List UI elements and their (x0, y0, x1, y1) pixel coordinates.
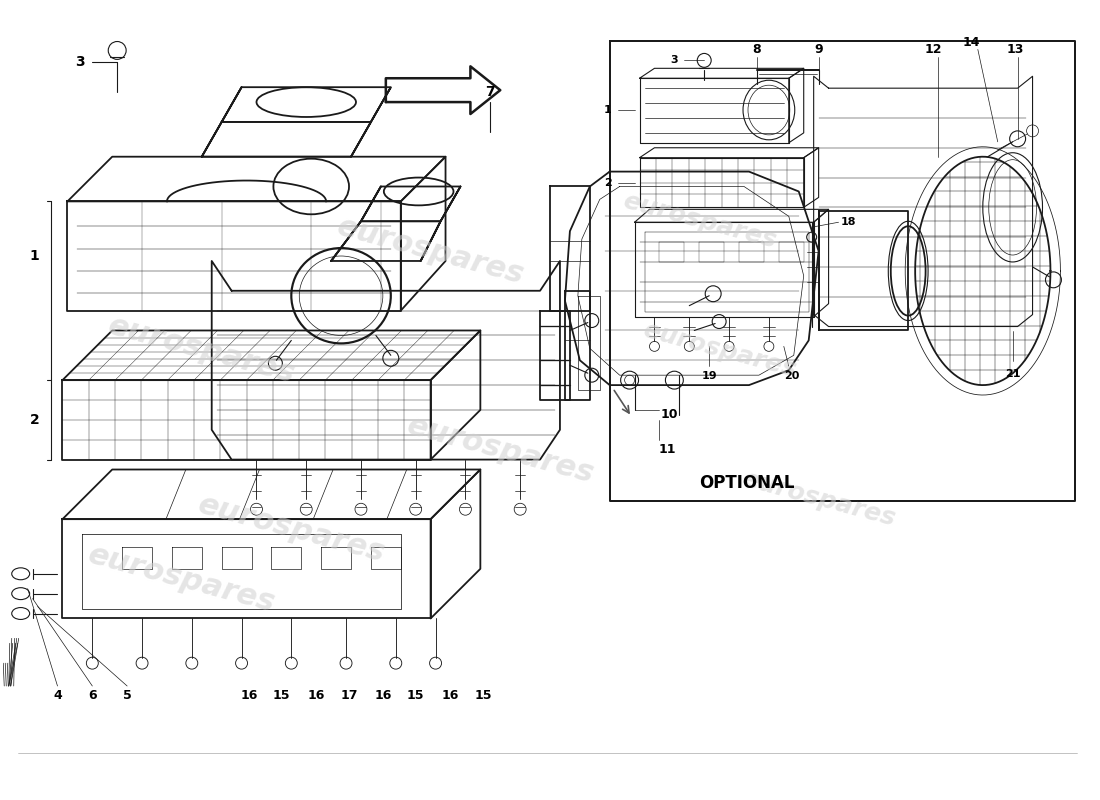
Text: 19: 19 (702, 371, 717, 381)
Text: 3: 3 (671, 55, 679, 66)
Ellipse shape (430, 658, 441, 669)
Text: eurospares: eurospares (619, 189, 779, 254)
Ellipse shape (12, 588, 30, 600)
Text: 1: 1 (604, 105, 612, 115)
Text: OPTIONAL: OPTIONAL (700, 474, 794, 493)
Ellipse shape (389, 658, 402, 669)
Text: 3: 3 (76, 55, 85, 70)
Text: 8: 8 (752, 43, 761, 56)
Text: 16: 16 (241, 690, 258, 702)
Ellipse shape (87, 658, 98, 669)
Ellipse shape (383, 350, 399, 366)
Ellipse shape (460, 503, 472, 515)
Text: 11: 11 (659, 443, 676, 456)
Text: eurospares: eurospares (333, 212, 528, 290)
Text: 15: 15 (273, 690, 290, 702)
Ellipse shape (108, 42, 126, 59)
Ellipse shape (989, 160, 1036, 255)
Ellipse shape (705, 286, 722, 302)
Ellipse shape (514, 503, 526, 515)
Ellipse shape (1045, 272, 1062, 288)
Text: 5: 5 (123, 690, 132, 702)
Text: 15: 15 (474, 690, 492, 702)
Ellipse shape (585, 368, 598, 382)
Ellipse shape (355, 503, 367, 515)
Text: eurospares: eurospares (739, 467, 898, 531)
Text: eurospares: eurospares (195, 490, 388, 568)
Ellipse shape (620, 371, 639, 389)
Ellipse shape (724, 342, 734, 351)
Text: eurospares: eurospares (404, 410, 597, 489)
Ellipse shape (712, 314, 726, 329)
Ellipse shape (285, 658, 297, 669)
Ellipse shape (12, 607, 30, 619)
Text: 14: 14 (962, 36, 980, 49)
Text: eurospares: eurospares (104, 311, 298, 390)
Text: 13: 13 (1006, 43, 1024, 56)
Ellipse shape (274, 158, 349, 214)
Text: 7: 7 (485, 85, 495, 99)
Ellipse shape (684, 342, 694, 351)
Text: 16: 16 (308, 690, 324, 702)
Text: 20: 20 (784, 371, 800, 381)
Ellipse shape (625, 375, 635, 385)
Ellipse shape (186, 658, 198, 669)
Text: 21: 21 (1005, 369, 1021, 379)
Text: 12: 12 (924, 43, 942, 56)
Ellipse shape (748, 86, 790, 135)
Ellipse shape (12, 568, 30, 580)
Ellipse shape (340, 658, 352, 669)
Text: 17: 17 (340, 690, 358, 702)
Ellipse shape (585, 314, 598, 327)
Text: 16: 16 (374, 690, 392, 702)
Ellipse shape (666, 371, 683, 389)
Text: 2: 2 (604, 178, 612, 187)
Ellipse shape (409, 503, 421, 515)
Text: 6: 6 (88, 690, 97, 702)
Ellipse shape (235, 658, 248, 669)
Text: eurospares: eurospares (85, 540, 278, 618)
Ellipse shape (1010, 131, 1025, 146)
Ellipse shape (251, 503, 263, 515)
Text: 16: 16 (442, 690, 459, 702)
Text: 9: 9 (814, 43, 823, 56)
Text: 2: 2 (30, 413, 40, 427)
Ellipse shape (742, 80, 795, 140)
Ellipse shape (806, 232, 816, 242)
Ellipse shape (982, 153, 1043, 262)
Ellipse shape (292, 248, 390, 343)
Text: eurospares: eurospares (640, 318, 799, 382)
Ellipse shape (268, 356, 283, 370)
Ellipse shape (763, 342, 774, 351)
Ellipse shape (136, 658, 149, 669)
Ellipse shape (300, 503, 312, 515)
Text: 4: 4 (53, 690, 62, 702)
Ellipse shape (1026, 125, 1038, 137)
Ellipse shape (649, 342, 659, 351)
Text: 1: 1 (30, 249, 40, 263)
Ellipse shape (697, 54, 712, 67)
Text: 10: 10 (661, 408, 678, 422)
Ellipse shape (299, 256, 383, 335)
Text: 15: 15 (407, 690, 425, 702)
Text: 18: 18 (840, 218, 856, 227)
